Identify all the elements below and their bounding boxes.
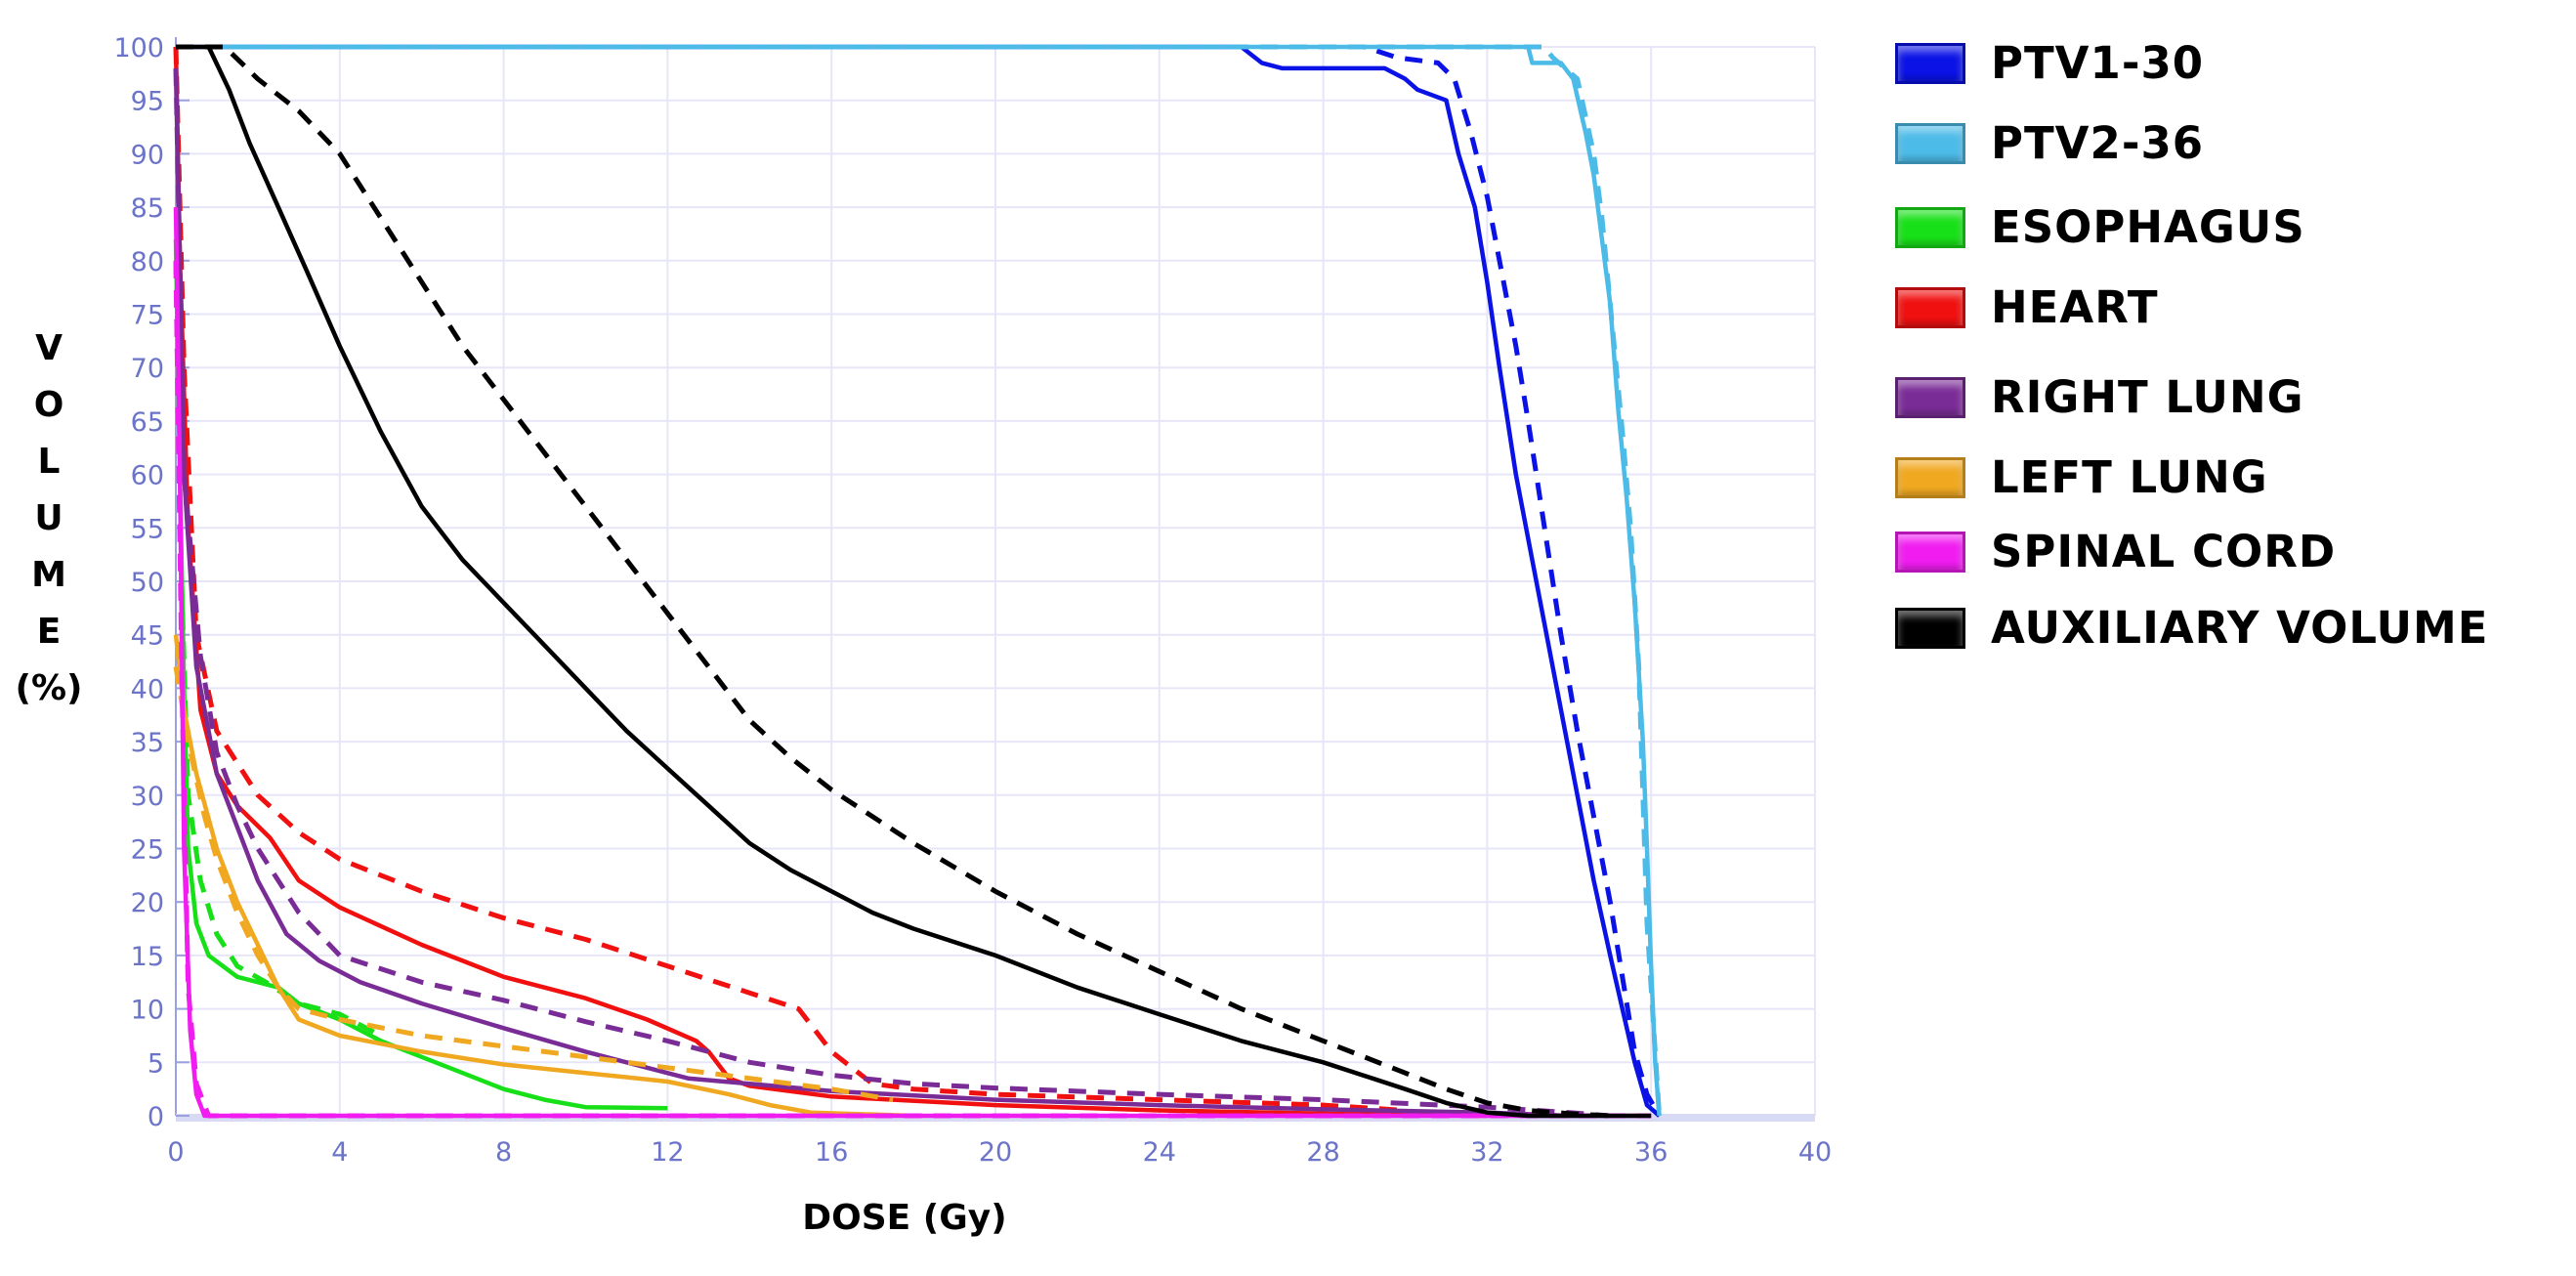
x-axis-ticks: 0 4 8 12 16 20 24 28 32 36 40	[167, 1137, 1832, 1168]
x-tick-label: 8	[495, 1137, 512, 1168]
y-tick-label: 90	[131, 140, 164, 170]
x-tick-label: 16	[815, 1137, 848, 1168]
legend-label: ESOPHAGUS	[1991, 201, 2305, 253]
y-tick-label: 45	[131, 621, 164, 652]
legend-item-spinal-cord: SPINAL CORD	[1895, 526, 2336, 577]
y-tick-label: 50	[131, 568, 164, 598]
series-lines	[173, 44, 1663, 1119]
y-tick-label: 0	[148, 1102, 164, 1132]
y-tick-label: 80	[131, 247, 164, 277]
series-line-right-lung-solid	[173, 67, 1570, 1119]
series-line-heart-dashed	[173, 46, 1406, 1113]
series-line-spinal-cord-dashed	[173, 260, 1652, 1119]
x-tick-label: 4	[331, 1137, 348, 1168]
legend-label: PTV2-36	[1991, 117, 2205, 169]
y-axis-title-char: U	[34, 498, 63, 538]
y-tick-label: 60	[131, 461, 164, 491]
y-tick-label: 55	[131, 514, 164, 544]
series-line-spinal-cord-solid	[173, 207, 1652, 1119]
y-tick-label: 15	[131, 942, 164, 972]
series-line-auxiliary-volume-solid	[176, 44, 1652, 1119]
legend-item-auxiliary-volume: AUXILIARY VOLUME	[1895, 602, 2489, 654]
grid-lines	[175, 46, 1816, 1117]
x-tick-label: 20	[979, 1137, 1012, 1168]
legend-swatch-icon	[1895, 376, 1965, 418]
legend-item-heart: HEART	[1895, 281, 2159, 333]
series-line-ptv1-30-solid	[176, 44, 1662, 1118]
legend-label: PTV1-30	[1991, 37, 2205, 89]
legend-swatch-icon	[1895, 286, 1965, 328]
x-tick-label: 24	[1143, 1137, 1176, 1168]
y-tick-label: 85	[131, 193, 164, 224]
x-tick-label: 40	[1798, 1137, 1832, 1168]
legend-item-esophagus: ESOPHAGUS	[1895, 201, 2305, 253]
x-tick-label: 28	[1306, 1137, 1339, 1168]
x-tick-label: 0	[167, 1137, 184, 1168]
legend-swatch-icon	[1895, 122, 1965, 164]
legend-swatch-icon	[1895, 531, 1965, 573]
y-axis-title-char: L	[38, 442, 61, 482]
y-tick-label: 40	[131, 674, 164, 704]
legend-item-ptv1-30: PTV1-30	[1895, 37, 2204, 89]
legend-swatch-icon	[1895, 206, 1965, 248]
y-tick-label: 25	[131, 835, 164, 866]
y-axis-title-char: V	[35, 328, 63, 368]
x-tick-label: 32	[1470, 1137, 1503, 1168]
y-tick-label: 35	[131, 728, 164, 758]
x-tick-label: 36	[1634, 1137, 1668, 1168]
series-line-esophagus-solid	[173, 238, 668, 1111]
legend-label: LEFT LUNG	[1991, 451, 2268, 503]
y-tick-label: 100	[113, 33, 164, 64]
series-line-ptv1-30-dashed	[176, 44, 1662, 1118]
series-line-esophagus-dashed	[173, 260, 382, 1039]
legend-swatch-icon	[1895, 456, 1965, 498]
series-line-right-lung-dashed	[173, 67, 1611, 1119]
y-axis-title-char: O	[34, 385, 64, 425]
legend-label: RIGHT LUNG	[1991, 371, 2304, 423]
y-tick-label: 20	[131, 888, 164, 918]
y-tick-label: 70	[131, 354, 164, 384]
series-line-auxiliary-volume-dashed	[176, 44, 1611, 1119]
y-axis-title-char: E	[37, 612, 62, 652]
legend-swatch-icon	[1895, 607, 1965, 649]
legend-item-right-lung: RIGHT LUNG	[1895, 371, 2304, 423]
y-axis-title-char: M	[31, 555, 66, 595]
legend-swatch-icon	[1895, 42, 1965, 84]
series-line-left-lung-dashed	[173, 666, 894, 1103]
legend-label: SPINAL CORD	[1991, 526, 2337, 577]
y-tick-label: 30	[131, 782, 164, 812]
y-tick-label: 10	[131, 996, 164, 1026]
x-axis-title: DOSE (Gy)	[802, 1198, 1006, 1238]
legend-item-ptv2-36: PTV2-36	[1895, 117, 2204, 169]
y-tick-label: 95	[131, 87, 164, 117]
x-tick-label: 12	[651, 1137, 684, 1168]
y-axis-title-char: (%)	[16, 668, 83, 708]
y-tick-label: 75	[131, 301, 164, 331]
legend-item-left-lung: LEFT LUNG	[1895, 451, 2268, 503]
y-axis-ticks: 0 5 10 15 20 25 30 35 40 45 50 55 60 65 70 75 80 85 90 95 10…	[113, 33, 190, 1132]
y-tick-label: 5	[148, 1048, 164, 1079]
y-tick-label: 65	[131, 407, 164, 438]
y-axis-title: VOLUME (%)	[16, 328, 83, 708]
series-line-left-lung-solid	[173, 634, 914, 1119]
series-line-ptv2-36-dashed	[176, 44, 1663, 1117]
legend-label: HEART	[1991, 281, 2159, 333]
legend-label: AUXILIARY VOLUME	[1991, 602, 2489, 654]
